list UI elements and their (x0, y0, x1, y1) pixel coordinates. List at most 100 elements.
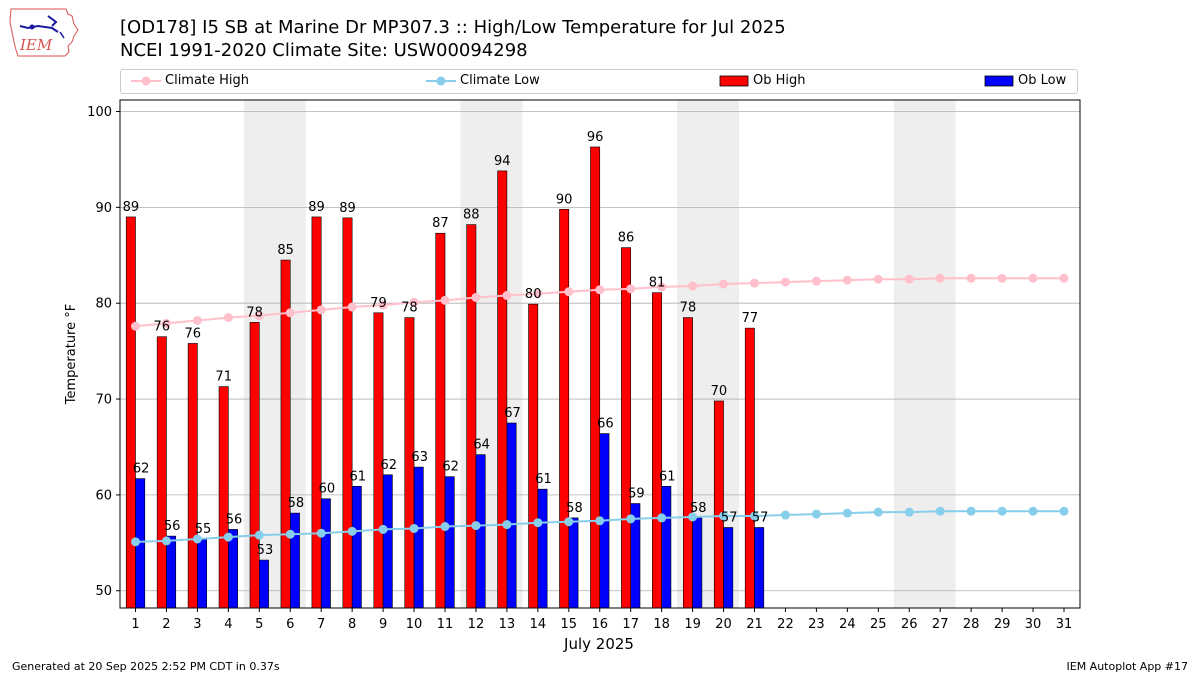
climate-low-point (131, 537, 140, 547)
ob-low-label: 63 (411, 450, 428, 465)
climate-low-point (1059, 506, 1069, 516)
legend-bar-swatch-icon (984, 75, 1014, 86)
x-tick-label: 24 (839, 617, 856, 632)
ob-high-bar (590, 146, 601, 609)
climate-low-point (904, 507, 914, 517)
climate-high-point (471, 292, 481, 302)
climate-low-point (192, 534, 202, 544)
climate-high-point (750, 278, 759, 288)
ob-high-bar (311, 216, 322, 609)
ob-low-bar (692, 517, 703, 609)
legend-climate-high: Climate High (131, 73, 249, 88)
x-tick-label: 23 (808, 617, 825, 632)
climate-high-point (440, 295, 450, 305)
ob-low-label: 55 (195, 522, 212, 537)
climate-low-point (1028, 506, 1038, 516)
ob-high-bar (466, 224, 477, 609)
ob-low-label: 61 (659, 469, 676, 484)
climate-low-point (780, 510, 790, 520)
chart-title: [OD178] I5 SB at Marine Dr MP307.3 :: Hi… (120, 17, 786, 38)
ob-high-label: 71 (215, 370, 232, 385)
climate-low-point (935, 506, 945, 516)
ob-low-label: 58 (566, 501, 583, 516)
legend-line-marker-icon (426, 76, 456, 85)
climate-high-point (223, 313, 233, 323)
x-tick-label: 8 (348, 617, 356, 632)
ob-low-bar (197, 538, 207, 609)
ob-high-bar (744, 327, 755, 609)
x-tick-label: 14 (530, 617, 547, 632)
ob-low-bar (289, 512, 300, 609)
footer-generated: Generated at 20 Sep 2025 2:52 PM CDT in … (12, 660, 280, 673)
climate-low-point (564, 517, 574, 527)
ob-high-bar (156, 336, 167, 609)
ob-low-bar (351, 485, 362, 609)
ob-high-label: 80 (525, 287, 542, 302)
climate-low-point (657, 513, 667, 523)
x-tick-label: 16 (591, 617, 608, 632)
x-tick-label: 12 (468, 617, 485, 632)
climate-low-point (719, 511, 729, 521)
climate-high-point (997, 273, 1007, 283)
ob-high-label: 96 (587, 130, 604, 145)
climate-high-point (378, 300, 388, 310)
ob-low-label: 57 (752, 510, 769, 525)
climate-low-point (750, 511, 759, 521)
climate-high-point (564, 287, 574, 297)
climate-high-point (842, 275, 852, 285)
ob-high-label: 89 (308, 200, 325, 215)
x-tick-label: 26 (901, 617, 918, 632)
x-axis-label: July 2025 (563, 635, 634, 653)
x-tick-label: 21 (746, 617, 763, 632)
x-tick-label: 1 (131, 617, 139, 632)
climate-low-point (502, 520, 512, 530)
ob-high-label: 78 (401, 301, 418, 316)
x-tick-label: 2 (162, 617, 170, 632)
ob-high-label: 94 (494, 154, 511, 169)
bar-value-labels: 89 62 76 56 76 55 71 56 78 53 85 58 89 60 89 61 79 62 78 63… (123, 130, 769, 558)
chart-subtitle: NCEI 1991-2020 Climate Site: USW00094298 (120, 40, 528, 61)
ob-low-label: 53 (257, 543, 274, 558)
ob-low-bar (568, 517, 579, 609)
climate-low-point (595, 516, 605, 526)
climate-low-point (688, 512, 698, 522)
y-tick-label: 50 (95, 584, 112, 599)
ob-high-label: 88 (463, 208, 480, 223)
x-tick-label: 22 (777, 617, 794, 632)
x-tick-label: 28 (963, 617, 980, 632)
y-tick-label: 60 (95, 488, 112, 503)
ob-high-bar (528, 303, 539, 609)
climate-high-point (1059, 273, 1069, 283)
climate-high-point (688, 281, 698, 291)
x-tick-label: 10 (406, 617, 423, 632)
climate-high-point (595, 285, 605, 295)
ob-high-label: 86 (618, 231, 635, 246)
climate-high-point (719, 279, 729, 289)
legend-line-marker-icon (131, 76, 161, 85)
ob-high-bar (218, 386, 229, 609)
ob-low-label: 58 (288, 496, 305, 511)
x-tick-label: 5 (255, 617, 263, 632)
climate-low-point (873, 507, 883, 517)
ob-low-bar (413, 466, 424, 609)
ob-high-label: 78 (246, 305, 263, 320)
x-tick-label: 20 (715, 617, 732, 632)
climate-high-point (316, 305, 326, 315)
climate-low-point (316, 528, 326, 538)
climate-high-point (1028, 273, 1038, 283)
ob-high-label: 78 (680, 301, 697, 316)
x-tick-label: 30 (1025, 617, 1042, 632)
x-tick-label: 17 (622, 617, 639, 632)
ob-high-label: 76 (184, 326, 201, 341)
climate-high-point (254, 311, 264, 321)
legend-climate-low: Climate Low (426, 73, 540, 88)
ob-low-bar (754, 527, 765, 609)
ob-low-label: 64 (473, 438, 490, 453)
ob-high-bar (682, 317, 693, 609)
ob-high-label: 70 (711, 384, 728, 399)
ob-low-bar (444, 476, 455, 609)
x-tick-label: 4 (224, 617, 232, 632)
climate-low-point (842, 508, 852, 518)
ob-high-bar (497, 170, 508, 609)
